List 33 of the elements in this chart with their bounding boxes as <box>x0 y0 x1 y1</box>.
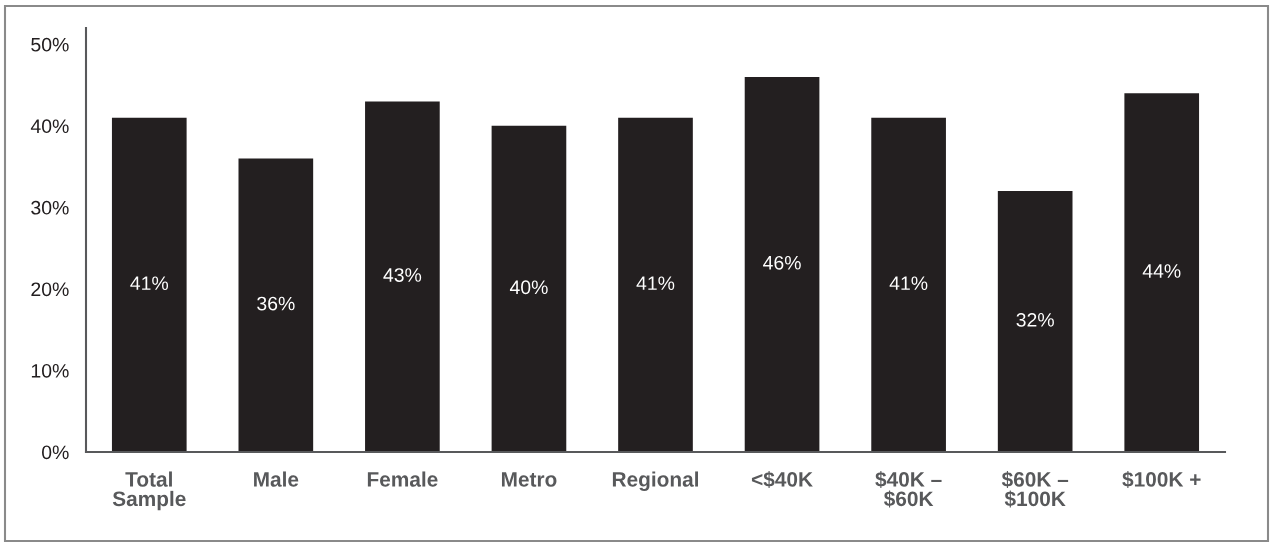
bar <box>365 101 440 452</box>
x-tick-label: $100K + <box>1122 471 1201 489</box>
data-label: 46% <box>763 255 801 270</box>
y-tick-label: 10% <box>31 363 69 378</box>
y-tick-label: 30% <box>31 200 69 215</box>
data-label: 44% <box>1142 264 1181 278</box>
x-tick-label: Female <box>367 471 438 487</box>
data-label: 40% <box>509 280 548 295</box>
bar <box>238 158 314 452</box>
data-label: 41% <box>636 276 675 290</box>
data-label: 41% <box>130 276 169 290</box>
x-tick-label: $60K – $100K <box>1001 471 1069 508</box>
bar <box>871 117 946 452</box>
x-tick-label: Metro <box>501 472 557 487</box>
bar <box>1124 93 1200 452</box>
y-tick-label: 20% <box>31 282 69 297</box>
x-tick-label: Total Sample <box>112 471 186 511</box>
bar <box>997 191 1073 452</box>
y-tick-label: 40% <box>30 119 69 134</box>
y-tick-label: 50% <box>31 37 69 52</box>
bar <box>491 125 567 452</box>
x-tick-label: Regional <box>612 471 699 491</box>
data-label: 32% <box>1016 312 1054 327</box>
x-tick-label: Male <box>254 471 299 487</box>
y-tick-label: 0% <box>41 445 69 460</box>
x-tick-label: $40K – $60K <box>875 471 942 508</box>
bar <box>111 117 187 452</box>
bar <box>744 76 820 452</box>
bar <box>618 117 693 452</box>
data-label: 36% <box>257 296 295 311</box>
data-label: 43% <box>383 268 422 282</box>
x-tick-label: <$40K <box>751 471 813 489</box>
data-label: 41% <box>889 276 928 290</box>
